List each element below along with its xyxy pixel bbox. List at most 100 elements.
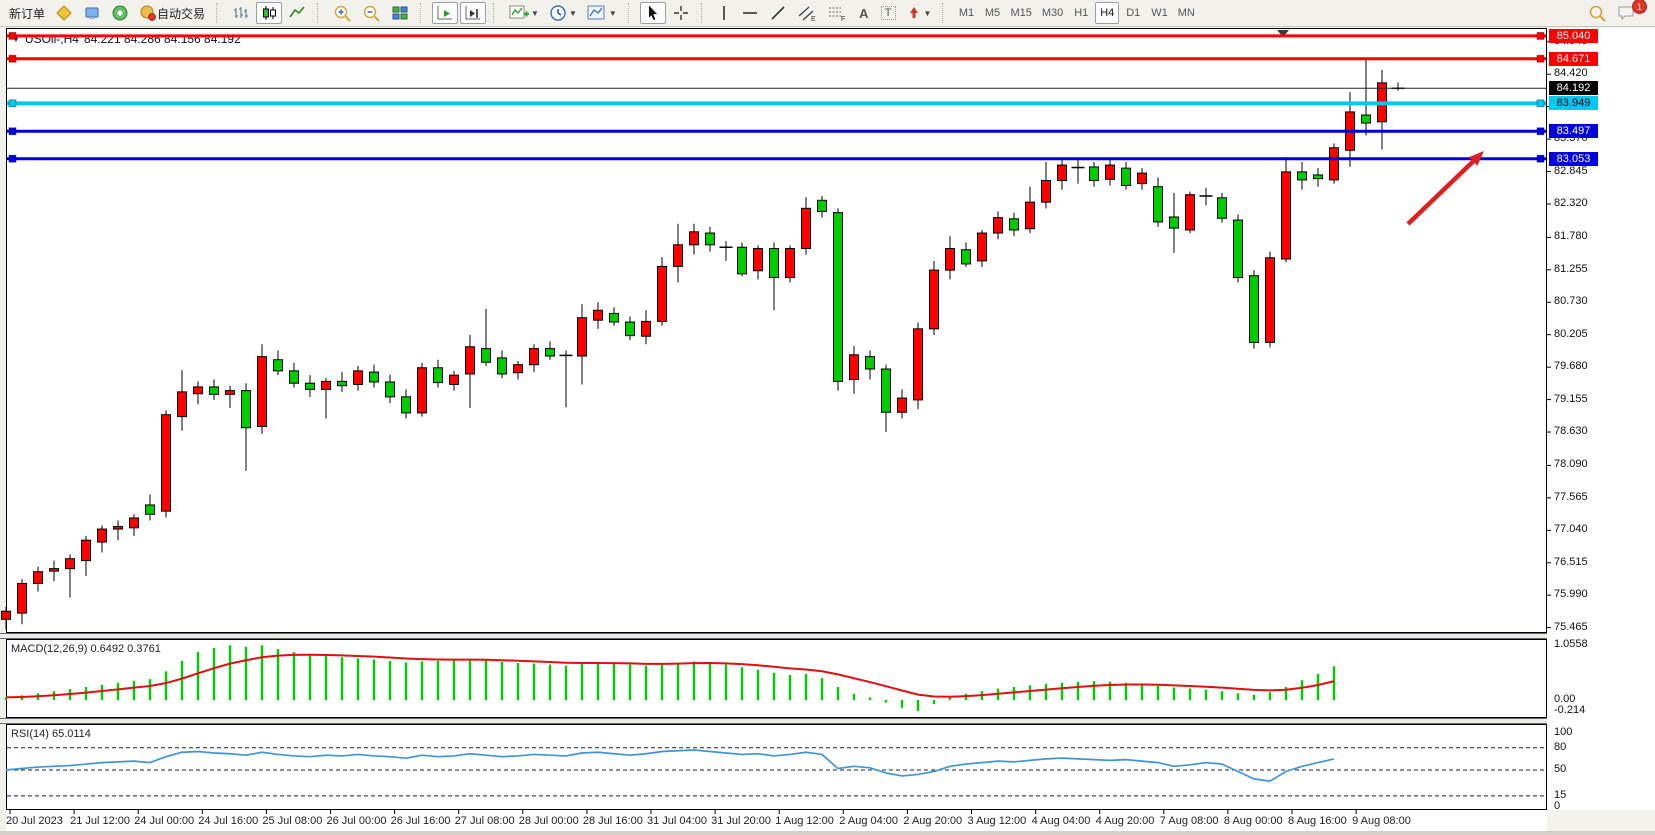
timeframe-mn[interactable]: MN xyxy=(1174,2,1199,24)
zoom-out-icon[interactable] xyxy=(358,2,385,24)
text-icon[interactable]: A xyxy=(859,5,869,21)
price-tick-label: 81.780 xyxy=(1554,230,1588,243)
timeframe-m30[interactable]: M30 xyxy=(1038,2,1067,24)
macd-scale-label: 0.00 xyxy=(1554,693,1576,705)
timeframe-bar: M1 M5 M15 M30 H1 H4 D1 W1 MN xyxy=(953,2,1199,24)
chat-button[interactable]: 1 xyxy=(1613,0,1647,24)
time-axis-label: 20 Jul 2023 xyxy=(6,815,63,827)
toolbar-separator xyxy=(493,3,500,23)
vertical-line-icon[interactable] xyxy=(713,2,735,24)
pane-separator[interactable] xyxy=(0,718,1655,724)
notification-badge: 1 xyxy=(1632,0,1647,14)
rsi-scale-label: 0 xyxy=(1554,800,1561,812)
toolbar-separator xyxy=(216,3,223,23)
chevron-down-icon: ▼ xyxy=(568,8,577,18)
time-axis-label: 21 Jul 12:00 xyxy=(70,815,131,827)
periods-button[interactable]: ▼ xyxy=(545,2,581,24)
time-axis-label: 26 Jul 16:00 xyxy=(390,815,451,827)
time-axis-label: 28 Jul 00:00 xyxy=(518,815,579,827)
toolbar-separator xyxy=(700,3,708,23)
rsi-label: RSI(14) 65.0114 xyxy=(11,728,91,740)
new-order-button[interactable]: 新订单 xyxy=(5,2,49,24)
toolbar-separator xyxy=(942,3,949,23)
auto-scroll-icon[interactable] xyxy=(432,2,459,24)
price-badge: 85.040 xyxy=(1549,29,1598,43)
time-axis-label: 8 Aug 16:00 xyxy=(1288,815,1347,827)
macd-label: MACD(12,26,9) 0.6492 0.3761 xyxy=(11,643,161,655)
chevron-down-icon: ▼ xyxy=(608,8,617,18)
window-bottom-edge xyxy=(0,831,1655,835)
pane-separator[interactable] xyxy=(0,633,1655,639)
arrows-button[interactable]: ▼ xyxy=(902,2,936,24)
equidistant-channel-icon[interactable]: E xyxy=(793,2,821,24)
indicators-button[interactable]: ▼ xyxy=(505,2,543,24)
search-icon[interactable] xyxy=(1584,2,1611,24)
time-axis-label: 31 Jul 04:00 xyxy=(647,815,707,827)
macd-scale-label: -0.214 xyxy=(1554,704,1586,717)
time-axis-label: 7 Aug 08:00 xyxy=(1159,815,1219,827)
price-tick-label: 78.630 xyxy=(1554,425,1588,438)
time-axis-label: 2 Aug 20:00 xyxy=(903,815,963,827)
price-badge: 83.053 xyxy=(1549,151,1598,166)
price-badge: 84.192 xyxy=(1549,81,1598,96)
price-tick-label: 79.680 xyxy=(1554,360,1588,373)
signals-icon[interactable] xyxy=(107,2,133,24)
line-chart-icon[interactable] xyxy=(284,2,310,24)
time-axis-label: 4 Aug 20:00 xyxy=(1095,815,1155,827)
rsi-scale-label: 50 xyxy=(1554,763,1567,775)
bar-chart-icon[interactable] xyxy=(228,2,254,24)
chevron-down-icon: ▼ xyxy=(531,8,539,18)
virtual-hosting-icon[interactable] xyxy=(79,2,105,24)
timeframe-m15[interactable]: M15 xyxy=(1006,2,1035,24)
timeframe-d1[interactable]: D1 xyxy=(1121,2,1145,24)
time-axis-label: 2 Aug 04:00 xyxy=(839,815,899,827)
fibonacci-icon[interactable]: F xyxy=(823,2,851,24)
price-tick-label: 80.730 xyxy=(1554,295,1588,308)
price-tick-label: 75.990 xyxy=(1554,588,1588,601)
price-badge: 84.671 xyxy=(1549,51,1598,66)
timeframe-m1[interactable]: M1 xyxy=(954,2,978,24)
toolbar-separator xyxy=(420,3,427,23)
macd-pane[interactable] xyxy=(6,639,1547,718)
timeframe-h4[interactable]: H4 xyxy=(1095,2,1120,24)
toolbar-separator xyxy=(627,3,635,23)
candlestick-chart-icon[interactable] xyxy=(256,2,283,24)
trendline-icon[interactable] xyxy=(765,2,791,24)
auto-trading-button[interactable]: 自动交易 xyxy=(135,2,209,24)
rsi-scale-label: 15 xyxy=(1554,788,1567,801)
symbol-dropdown-icon[interactable]: ▼ xyxy=(12,34,20,44)
zoom-in-icon[interactable] xyxy=(329,2,356,24)
timeframe-h1[interactable]: H1 xyxy=(1069,2,1093,24)
price-tick-label: 75.465 xyxy=(1554,620,1588,633)
horizontal-line-icon[interactable] xyxy=(737,2,763,24)
price-tick-label: 77.040 xyxy=(1554,523,1588,536)
templates-button[interactable]: ▼ xyxy=(583,2,621,24)
time-axis-label: 27 Jul 08:00 xyxy=(454,815,515,827)
price-badge: 83.949 xyxy=(1549,96,1598,111)
time-axis-label: 1 Aug 12:00 xyxy=(775,815,834,827)
timeframe-w1[interactable]: W1 xyxy=(1147,2,1172,24)
tile-windows-icon[interactable] xyxy=(387,2,413,24)
text-label-icon[interactable]: T xyxy=(877,2,900,24)
time-axis-label: 24 Jul 16:00 xyxy=(198,815,259,827)
timeframe-m5[interactable]: M5 xyxy=(980,2,1004,24)
price-pane[interactable] xyxy=(6,28,1547,633)
crosshair-icon[interactable] xyxy=(668,2,694,24)
price-tick-label: 81.255 xyxy=(1554,262,1588,275)
time-axis-label: 31 Jul 20:00 xyxy=(711,815,772,827)
toolbar: 新订单 自动交易 ▼ ▼ ▼ E F A T ▼ M xyxy=(0,0,1655,27)
price-tick-label: 82.320 xyxy=(1554,197,1588,209)
time-axis-label: 3 Aug 12:00 xyxy=(967,815,1027,827)
mql-community-icon[interactable] xyxy=(51,2,77,24)
macd-scale-label: 1.0558 xyxy=(1554,637,1588,650)
cursor-icon[interactable] xyxy=(639,2,666,24)
price-tick-label: 80.205 xyxy=(1554,327,1588,340)
rsi-pane[interactable] xyxy=(6,724,1547,810)
time-axis-label: 9 Aug 08:00 xyxy=(1352,815,1411,827)
time-axis[interactable] xyxy=(6,810,1547,831)
price-tick-label: 79.155 xyxy=(1554,392,1588,405)
chart-window: ▼ USOil-,H4 84.221 84.286 84.156 84.192 … xyxy=(0,27,1655,835)
chart-shift-icon[interactable] xyxy=(460,2,487,24)
time-axis-label: 8 Aug 00:00 xyxy=(1223,815,1283,827)
